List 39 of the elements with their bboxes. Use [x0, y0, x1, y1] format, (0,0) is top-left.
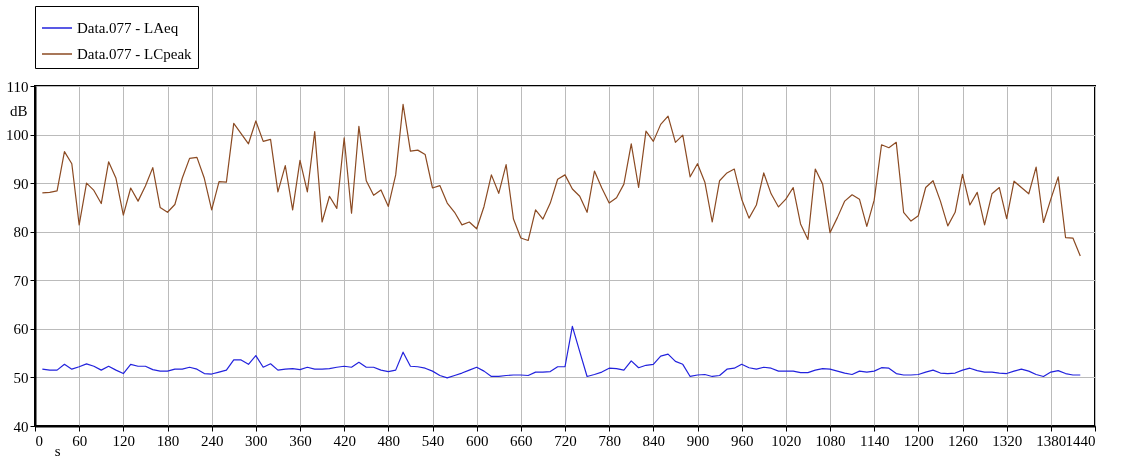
y-tick-label: 40 — [13, 418, 29, 435]
y-tick-label: 70 — [13, 272, 29, 289]
y-axis-title: dB — [9, 102, 28, 119]
line-series — [41, 325, 1081, 379]
x-tick-label: 1440 — [1065, 432, 1096, 449]
x-tick-label: 0 — [35, 432, 43, 449]
x-tick-label: 240 — [200, 432, 224, 449]
x-tick-label: 1140 — [859, 432, 890, 449]
x-tick-label: 360 — [289, 432, 312, 449]
y-tick-label: 80 — [13, 224, 29, 241]
x-tick-label: 660 — [510, 432, 533, 449]
x-axis-title: s — [54, 442, 61, 457]
y-tick-label: 110 — [6, 78, 29, 95]
legend-label: Data.077 - LAeq — [77, 20, 179, 36]
x-tick-label: 780 — [598, 432, 621, 449]
x-tick-label: 480 — [377, 432, 401, 449]
x-tick-label: 840 — [642, 432, 666, 449]
y-tick-label: 50 — [13, 369, 29, 386]
x-tick-label: 420 — [333, 432, 356, 449]
x-tick-label: 1020 — [771, 432, 802, 449]
x-tick-label: 1320 — [992, 432, 1023, 449]
x-tick-label: 720 — [554, 432, 577, 449]
x-tick-label: 300 — [245, 432, 268, 449]
x-tick-label: 1380 — [1036, 432, 1067, 449]
x-tick-label: 1080 — [815, 432, 846, 449]
y-tick-label: 100 — [6, 127, 29, 144]
x-tick-label: 540 — [421, 432, 445, 449]
x-tick-label: 900 — [686, 432, 710, 449]
x-tick-label: 180 — [156, 432, 180, 449]
x-tick-label: 1200 — [903, 432, 934, 449]
x-tick-label: 60 — [72, 432, 88, 449]
legend-label: Data.077 - LCpeak — [77, 46, 193, 62]
line-series — [41, 103, 1081, 257]
x-tick-label: 120 — [112, 432, 136, 449]
x-tick-label: 600 — [465, 432, 489, 449]
x-tick-label: 1260 — [948, 432, 978, 449]
x-tick-label: 960 — [730, 432, 754, 449]
y-tick-label: 90 — [13, 175, 29, 192]
y-tick-label: 60 — [13, 321, 29, 338]
